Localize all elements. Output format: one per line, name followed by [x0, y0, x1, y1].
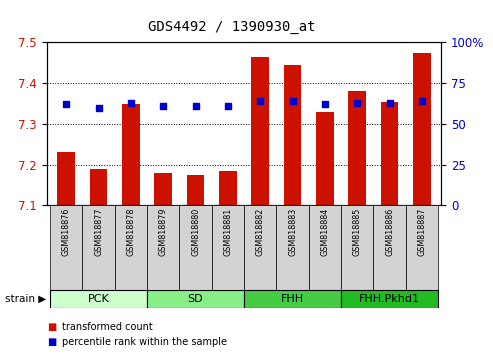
Text: GSM818878: GSM818878 [126, 207, 136, 256]
Text: GSM818885: GSM818885 [352, 207, 362, 256]
Text: GDS4492 / 1390930_at: GDS4492 / 1390930_at [148, 19, 316, 34]
Bar [316, 112, 334, 205]
Text: SD: SD [188, 294, 203, 304]
Bar [211, 205, 244, 290]
Text: GSM818879: GSM818879 [159, 207, 168, 256]
Bar [341, 205, 373, 290]
Bar [341, 290, 438, 308]
Text: GSM818883: GSM818883 [288, 207, 297, 256]
Text: PCK: PCK [88, 294, 109, 304]
Bar [179, 205, 211, 290]
Text: FHH: FHH [281, 294, 304, 304]
Point [321, 102, 329, 107]
Bar [187, 175, 205, 205]
Text: GSM818877: GSM818877 [94, 207, 103, 256]
Text: GSM818881: GSM818881 [223, 207, 232, 256]
Point [288, 98, 296, 104]
Text: GSM818886: GSM818886 [385, 207, 394, 256]
Bar [147, 290, 244, 308]
Point [418, 98, 426, 104]
Point [353, 100, 361, 105]
Bar [283, 65, 301, 205]
Bar [381, 102, 398, 205]
Bar [406, 205, 438, 290]
Bar [277, 205, 309, 290]
Bar [154, 173, 172, 205]
Point [224, 103, 232, 109]
Bar [251, 57, 269, 205]
Text: GSM818887: GSM818887 [418, 207, 426, 256]
Point [127, 100, 135, 105]
Point [386, 100, 393, 105]
Bar [122, 104, 140, 205]
Text: strain ▶: strain ▶ [5, 294, 46, 304]
Text: GSM818880: GSM818880 [191, 207, 200, 256]
Bar [348, 91, 366, 205]
Bar [57, 152, 75, 205]
Bar [115, 205, 147, 290]
Bar [90, 169, 107, 205]
Bar [373, 205, 406, 290]
Text: percentile rank within the sample: percentile rank within the sample [62, 337, 227, 347]
Point [192, 103, 200, 109]
Text: transformed count: transformed count [62, 322, 152, 332]
Bar [244, 290, 341, 308]
Point [95, 105, 103, 110]
Point [159, 103, 167, 109]
Text: ■: ■ [47, 322, 56, 332]
Text: GSM818882: GSM818882 [256, 207, 265, 256]
Bar [309, 205, 341, 290]
Text: GSM818884: GSM818884 [320, 207, 329, 256]
Bar [244, 205, 277, 290]
Point [62, 102, 70, 107]
Bar [50, 205, 82, 290]
Bar [50, 290, 147, 308]
Text: ■: ■ [47, 337, 56, 347]
Text: FHH.Pkhd1: FHH.Pkhd1 [359, 294, 420, 304]
Bar [219, 171, 237, 205]
Bar [147, 205, 179, 290]
Point [256, 98, 264, 104]
Bar [413, 53, 431, 205]
Bar [82, 205, 115, 290]
Text: GSM818876: GSM818876 [62, 207, 70, 256]
